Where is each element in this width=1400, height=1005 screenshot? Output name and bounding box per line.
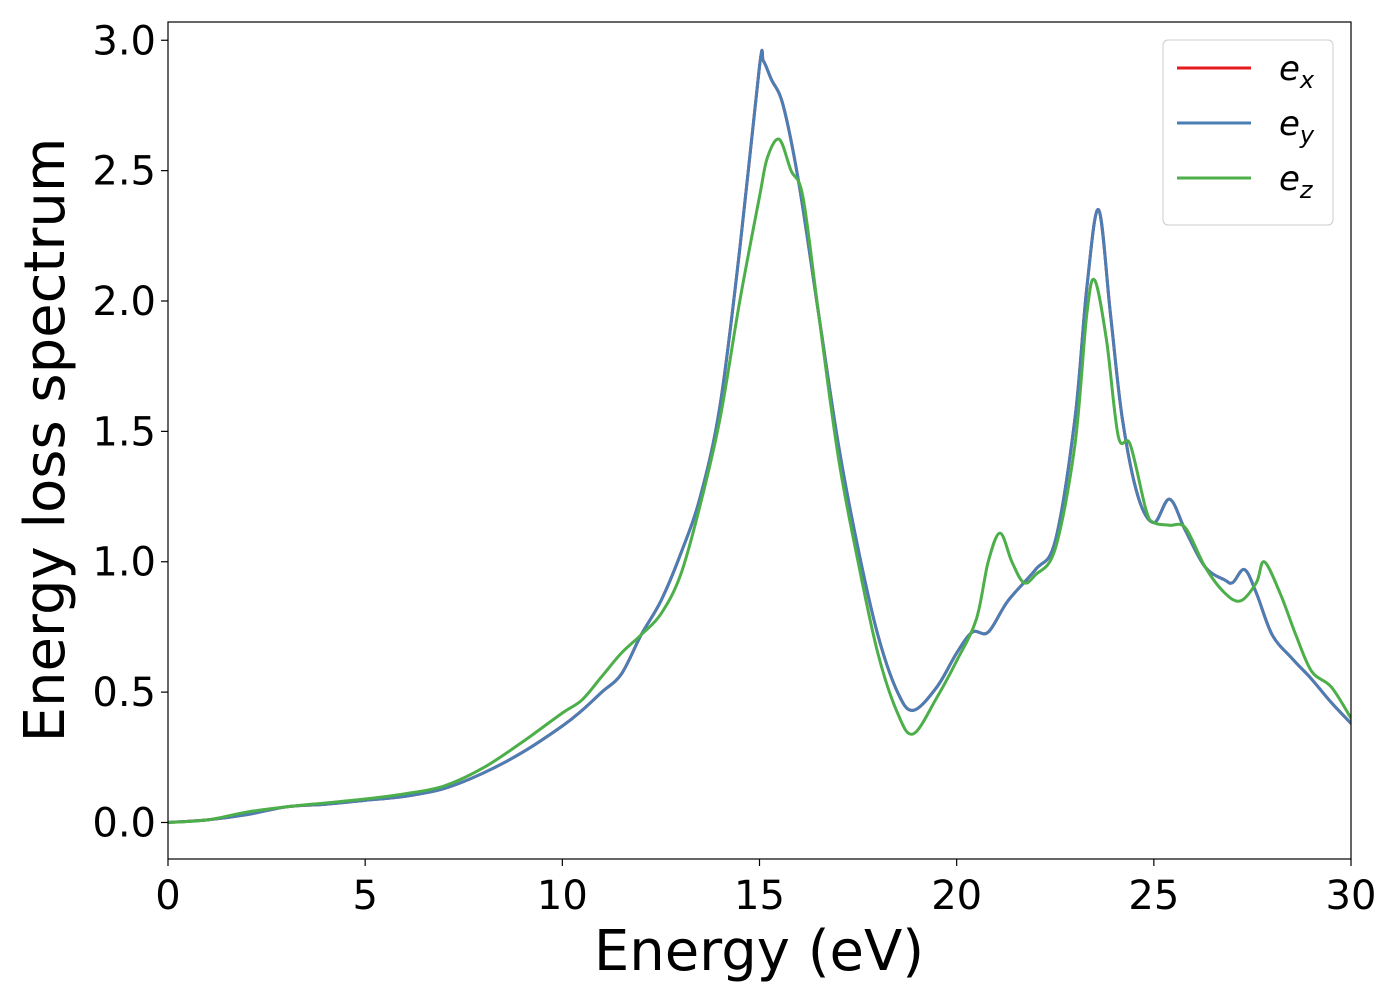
series-line-ez	[168, 137, 1351, 824]
x-tick-label: 0	[155, 873, 180, 919]
x-tick-label: 20	[931, 873, 982, 919]
x-tick-label: 30	[1326, 873, 1377, 919]
y-tick-label: 0.0	[92, 800, 156, 846]
y-tick-label: 2.0	[92, 279, 156, 325]
y-axis-title: Energy loss spectrum	[13, 138, 78, 743]
x-axis-title: Energy (eV)	[594, 919, 924, 984]
x-tick-label: 15	[734, 873, 785, 919]
series-layer	[168, 48, 1351, 824]
axes-layer: 0 5 10 15 20 25 30 0.0 0.5 1.0 1.5 2.0 2.5 3.0	[92, 18, 1376, 919]
legend-subscript: x	[1299, 66, 1315, 94]
legend-subscript: y	[1299, 121, 1315, 149]
y-tick-label: 1.0	[92, 540, 156, 586]
x-tick-label: 10	[537, 873, 588, 919]
x-tick-label: 5	[352, 873, 377, 919]
y-tick-label: 1.5	[92, 409, 156, 455]
series-line-ey	[168, 48, 1351, 824]
y-tick-label: 0.5	[92, 670, 156, 716]
legend-subscript: z	[1299, 176, 1314, 204]
y-tick-label: 2.5	[92, 149, 156, 195]
y-tick-label: 3.0	[92, 18, 156, 64]
x-tick-label: 25	[1128, 873, 1179, 919]
